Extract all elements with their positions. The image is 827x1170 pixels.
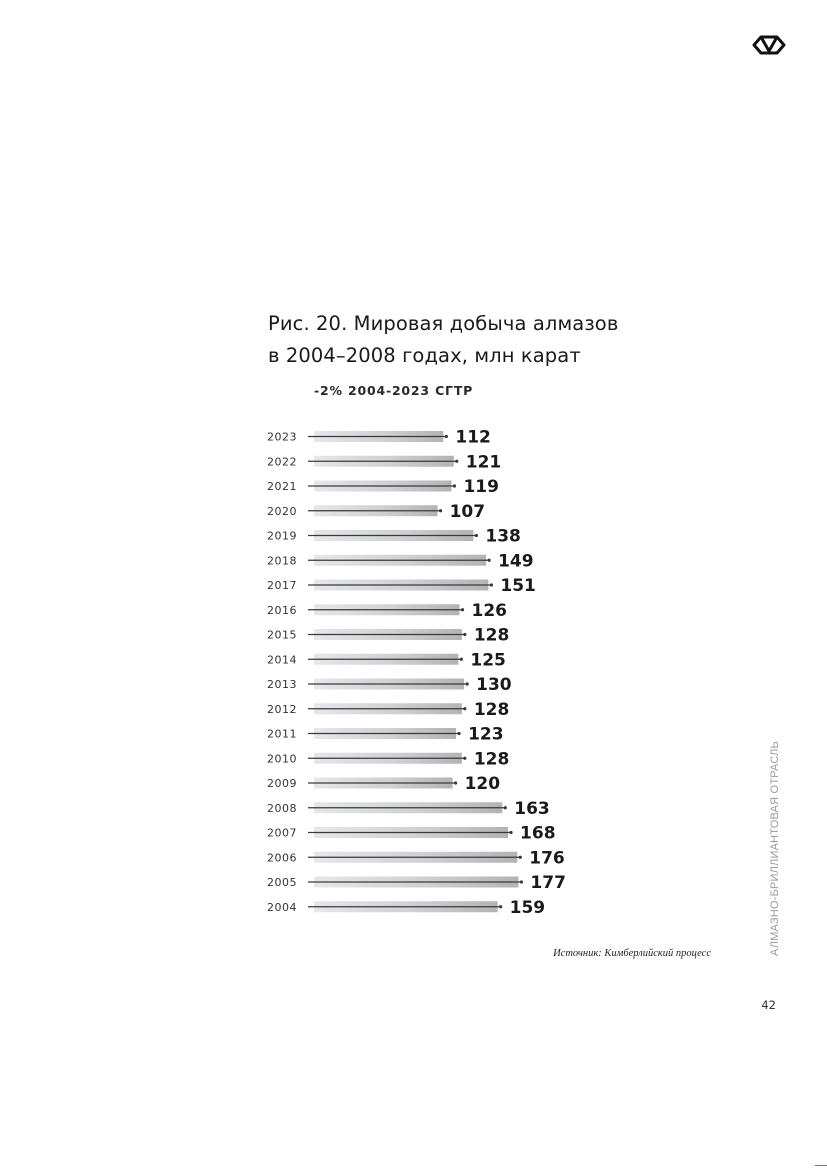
value-label: 112 [455,428,491,448]
year-label: 2010 [267,752,297,765]
bar-end-marker-2006 [518,855,522,859]
value-label: 128 [474,749,510,769]
bar-end-marker-2023 [444,434,448,439]
value-label: 119 [463,477,499,497]
value-label: 128 [474,626,510,646]
bar-end-marker-2005 [519,880,524,884]
bar-end-marker-2015 [463,632,467,637]
bar-end-marker-2014 [459,657,463,661]
year-label: 2022 [267,455,297,468]
bar-end-marker-2017 [489,583,494,587]
year-label: 2012 [267,703,297,716]
bar-end-marker-2013 [465,682,469,686]
figure-title: Рис. 20. Мировая добыча алмазов в 2004–2… [268,308,708,372]
year-label: 2019 [267,530,297,543]
value-label: 176 [529,848,565,868]
year-label: 2017 [267,579,297,592]
year-label: 2016 [267,604,297,617]
value-label: 168 [520,824,556,844]
year-label: 2023 [267,431,297,444]
bar-end-marker-2008 [503,806,507,810]
diamond-logo-icon [752,35,786,55]
bar-end-marker-2020 [438,509,443,513]
value-label: 128 [474,700,510,720]
year-label: 2004 [267,901,297,914]
year-label: 2006 [267,851,297,864]
bar-end-marker-2018 [487,558,491,562]
figure-title-line-2: в 2004–2008 годах, млн карат [268,344,581,367]
value-label: 130 [476,675,512,695]
year-label: 2008 [267,802,297,815]
year-label: 2007 [267,827,297,840]
value-label: 177 [530,873,566,893]
bar-end-marker-2021 [452,484,457,488]
value-label: 149 [498,551,533,571]
value-label: 138 [485,527,521,547]
value-label: 120 [465,774,501,794]
section-side-label: АЛМАЗНО-БРИЛЛИАНТОВАЯ ОТРАСЛЬ [769,741,781,956]
bar-end-marker-2004 [499,905,503,909]
page-number: 42 [761,998,776,1012]
value-label: 107 [450,502,486,522]
value-label: 126 [472,601,508,621]
year-label: 2020 [267,505,297,518]
source-note: Источник: Кимберлийский процесс [553,948,711,959]
value-label: 121 [466,452,502,472]
bar-end-marker-2012 [463,707,467,711]
bar-end-marker-2011 [457,731,461,736]
year-label: 2005 [267,876,297,889]
year-label: 2021 [267,480,297,493]
corner-divider [815,1165,827,1166]
bar-end-marker-2016 [460,608,465,612]
value-label: 151 [500,576,536,596]
year-label: 2014 [267,653,297,666]
value-label: 163 [514,799,550,819]
value-label: 159 [510,898,546,918]
year-label: 2011 [267,728,297,741]
cagr-annotation: -2% 2004-2023 CГТР [314,383,474,398]
value-label: 125 [470,650,506,670]
value-label: 123 [468,725,504,745]
year-label: 2015 [267,629,297,642]
bar-end-marker-2009 [454,781,458,785]
year-label: 2009 [267,777,297,790]
bar-end-marker-2019 [474,533,478,538]
year-label: 2013 [267,678,297,691]
bar-end-marker-2022 [455,459,459,463]
bar-end-marker-2010 [463,756,467,760]
bar-end-marker-2007 [509,830,513,835]
figure-title-line-1: Рис. 20. Мировая добыча алмазов [268,312,619,335]
year-label: 2018 [267,554,297,567]
